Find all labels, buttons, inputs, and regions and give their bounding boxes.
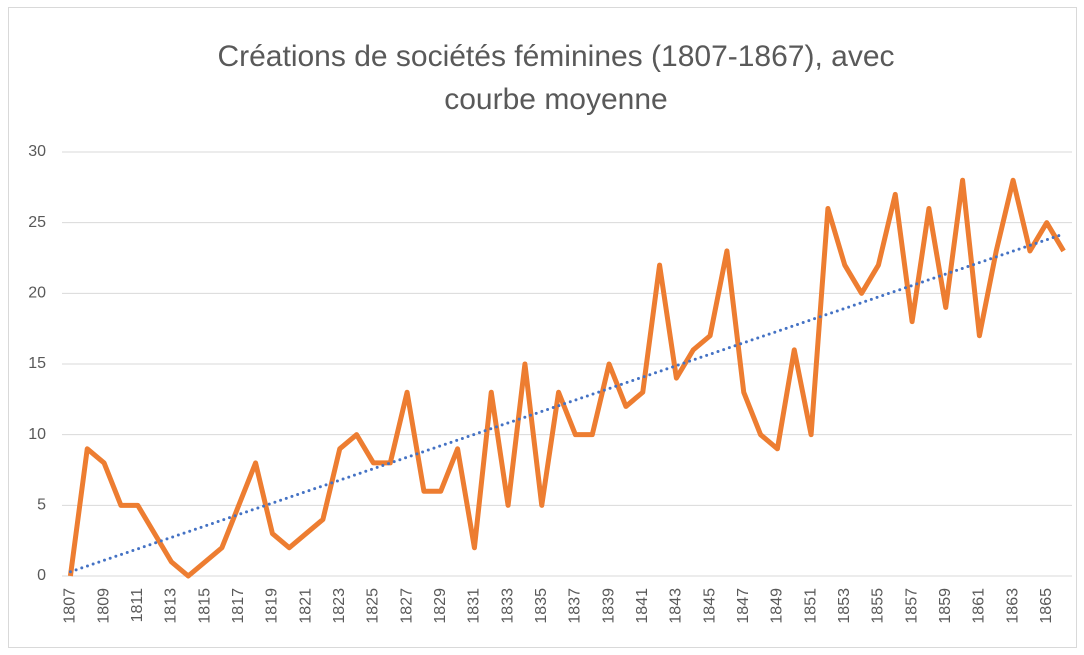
- x-tick-label: 1833: [499, 588, 516, 624]
- x-tick-label: 1835: [533, 588, 550, 624]
- x-tick-label: 1859: [937, 588, 954, 624]
- x-tick-label: 1843: [668, 588, 685, 624]
- x-tick-label: 1817: [230, 588, 247, 624]
- x-tick-label: 1845: [701, 588, 718, 624]
- y-tick-label: 10: [28, 426, 46, 443]
- x-tick-label: 1815: [196, 588, 213, 624]
- x-tick-label: 1853: [836, 588, 853, 624]
- x-tick-label: 1851: [802, 588, 819, 624]
- x-tick-label: 1809: [95, 588, 112, 624]
- x-tick-label: 1831: [466, 588, 483, 624]
- trend-line: [68, 232, 1066, 574]
- y-tick-label: 25: [28, 214, 46, 231]
- data-line: [67, 177, 1066, 579]
- x-tick-label: 1865: [1038, 588, 1055, 624]
- y-tick-label: 5: [37, 497, 46, 514]
- y-tick-label: 30: [28, 143, 46, 160]
- x-tick-label: 1861: [971, 588, 988, 624]
- chart-title: Créations de sociétés féminines (1807-18…: [217, 40, 894, 73]
- x-tick-label: 1847: [735, 588, 752, 624]
- x-tick-label: 1827: [398, 588, 415, 624]
- x-tick-label: 1813: [163, 588, 180, 624]
- y-tick-label: 15: [28, 355, 46, 372]
- chart-title: courbe moyenne: [444, 83, 667, 116]
- x-tick-label: 1825: [365, 588, 382, 624]
- y-tick-label: 0: [37, 567, 46, 584]
- x-tick-label: 1819: [264, 588, 281, 624]
- x-tick-label: 1823: [331, 588, 348, 624]
- x-tick-label: 1849: [769, 588, 786, 624]
- y-tick-label: 20: [28, 285, 46, 302]
- x-tick-label: 1855: [870, 588, 887, 624]
- x-tick-label: 1839: [600, 588, 617, 624]
- x-tick-label: 1863: [1004, 588, 1021, 624]
- x-tick-label: 1811: [129, 588, 146, 623]
- x-tick-label: 1837: [567, 588, 584, 624]
- x-tick-label: 1821: [297, 588, 314, 624]
- chart-border: [8, 7, 1077, 648]
- x-tick-label: 1807: [62, 588, 79, 624]
- x-tick-label: 1829: [432, 588, 449, 624]
- x-tick-label: 1841: [634, 588, 651, 624]
- x-tick-label: 1857: [903, 588, 920, 624]
